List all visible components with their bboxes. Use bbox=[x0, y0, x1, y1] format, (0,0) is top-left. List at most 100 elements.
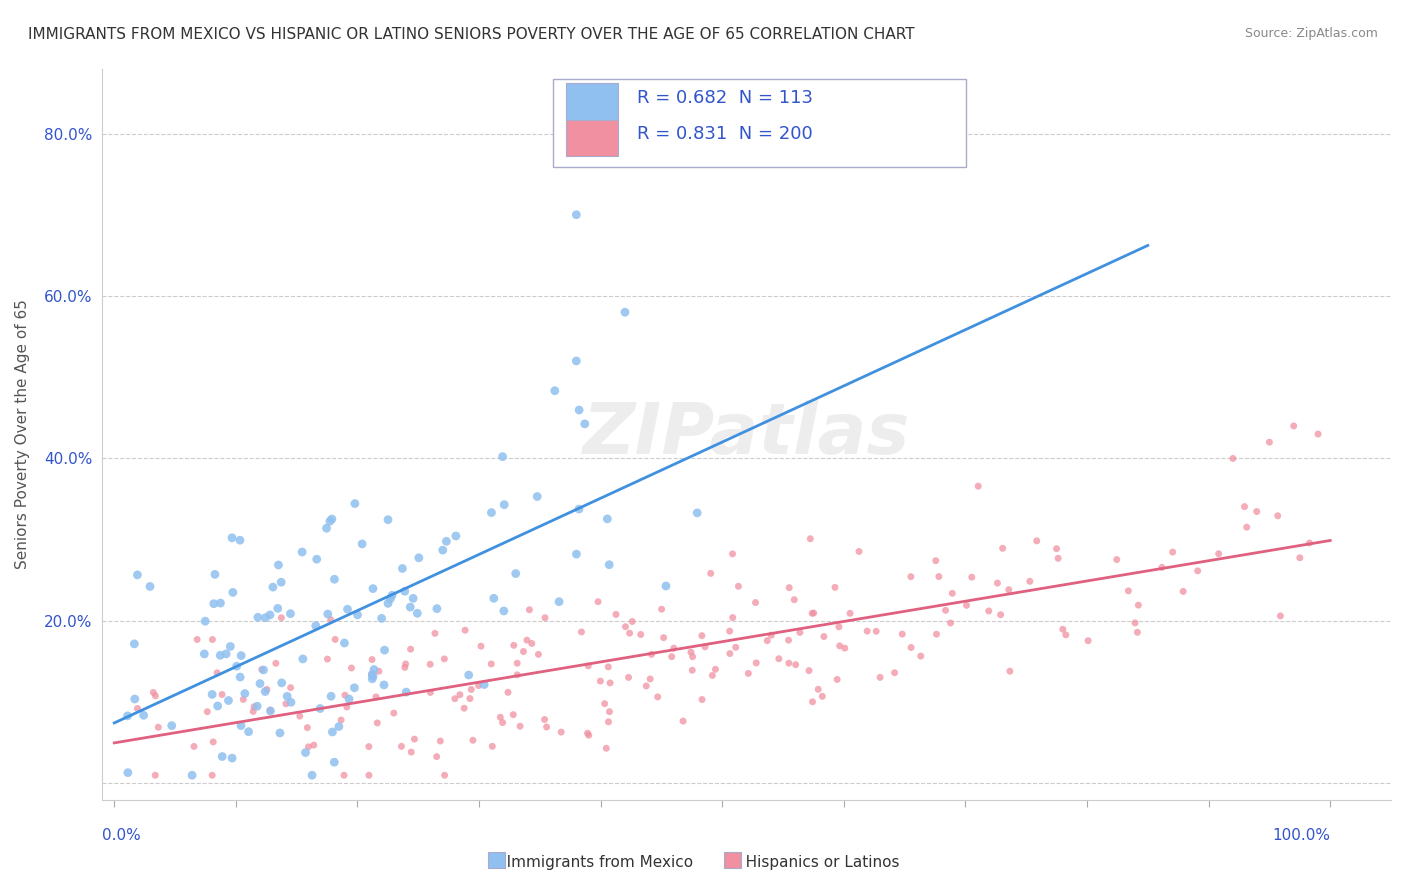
Point bbox=[360, 668, 382, 682]
Point bbox=[426, 749, 449, 764]
Point bbox=[801, 607, 824, 621]
Point bbox=[534, 611, 557, 625]
Point bbox=[361, 582, 384, 596]
FancyBboxPatch shape bbox=[567, 120, 617, 156]
Point bbox=[516, 633, 538, 648]
Point bbox=[828, 620, 851, 634]
Point bbox=[1045, 541, 1067, 556]
Point bbox=[967, 479, 990, 493]
Point bbox=[568, 502, 591, 516]
Point bbox=[461, 733, 484, 747]
Point bbox=[382, 706, 405, 720]
Point bbox=[502, 707, 524, 722]
Point bbox=[520, 636, 543, 650]
Point bbox=[481, 739, 503, 754]
Point bbox=[117, 765, 139, 780]
Point bbox=[361, 667, 384, 681]
Point bbox=[204, 567, 226, 582]
Point bbox=[651, 602, 673, 616]
Point bbox=[910, 649, 932, 664]
Point bbox=[599, 676, 621, 690]
Point bbox=[323, 755, 346, 769]
Point bbox=[621, 615, 644, 629]
Point bbox=[315, 521, 337, 535]
Point bbox=[256, 682, 278, 697]
Point bbox=[336, 700, 359, 714]
Point bbox=[544, 384, 567, 398]
Point bbox=[267, 601, 290, 615]
Point bbox=[319, 514, 342, 528]
Point bbox=[574, 417, 596, 431]
Point bbox=[679, 645, 702, 659]
Point bbox=[568, 403, 591, 417]
Point bbox=[598, 558, 620, 572]
Point bbox=[249, 676, 271, 690]
Point bbox=[512, 644, 534, 658]
Point bbox=[319, 613, 342, 627]
Point bbox=[229, 670, 252, 684]
Point bbox=[433, 652, 456, 666]
Point bbox=[533, 713, 555, 727]
Point bbox=[246, 610, 269, 624]
Point bbox=[399, 600, 422, 615]
Point bbox=[737, 666, 759, 681]
Point bbox=[160, 718, 183, 732]
Point bbox=[402, 591, 425, 606]
Point bbox=[519, 603, 541, 617]
Point bbox=[305, 619, 328, 633]
Point bbox=[148, 720, 170, 734]
Point bbox=[215, 647, 238, 661]
Point bbox=[807, 682, 830, 697]
Point bbox=[1298, 536, 1320, 550]
Point bbox=[370, 611, 392, 625]
Point bbox=[489, 710, 512, 724]
Bar bbox=[488, 852, 505, 868]
Point bbox=[686, 506, 709, 520]
Point bbox=[132, 708, 155, 723]
Point bbox=[127, 567, 149, 582]
Point bbox=[276, 690, 298, 704]
Point bbox=[444, 529, 467, 543]
Point bbox=[589, 674, 612, 689]
Point bbox=[865, 624, 887, 639]
Point bbox=[693, 640, 716, 654]
Point bbox=[630, 627, 652, 641]
Point bbox=[395, 685, 418, 699]
Point bbox=[221, 751, 243, 765]
Point bbox=[394, 660, 416, 674]
Point bbox=[217, 693, 239, 707]
Point bbox=[1123, 615, 1146, 630]
Point bbox=[458, 691, 481, 706]
Point bbox=[309, 701, 332, 715]
Point bbox=[246, 699, 269, 714]
Text: 0.0%: 0.0% bbox=[103, 828, 141, 843]
Point bbox=[652, 631, 675, 645]
Point bbox=[548, 595, 571, 609]
Point bbox=[316, 607, 339, 621]
Point bbox=[586, 595, 609, 609]
Point bbox=[718, 624, 741, 639]
Point bbox=[509, 719, 531, 733]
Point bbox=[935, 603, 957, 617]
Point bbox=[1054, 628, 1077, 642]
Point bbox=[662, 641, 685, 656]
Point bbox=[593, 697, 616, 711]
Point bbox=[364, 690, 387, 704]
Point bbox=[799, 532, 821, 546]
Point bbox=[221, 531, 243, 545]
Point bbox=[718, 647, 741, 661]
Point bbox=[291, 652, 314, 666]
Point bbox=[426, 601, 449, 615]
Point bbox=[222, 585, 245, 599]
Point bbox=[789, 625, 811, 640]
Point bbox=[270, 676, 292, 690]
Point bbox=[640, 648, 662, 662]
Point bbox=[373, 678, 395, 692]
Point bbox=[367, 665, 389, 679]
Point bbox=[333, 636, 356, 650]
Point bbox=[704, 662, 727, 676]
Point bbox=[343, 497, 366, 511]
Point bbox=[142, 685, 165, 699]
Point bbox=[991, 541, 1014, 556]
Point bbox=[436, 534, 458, 549]
